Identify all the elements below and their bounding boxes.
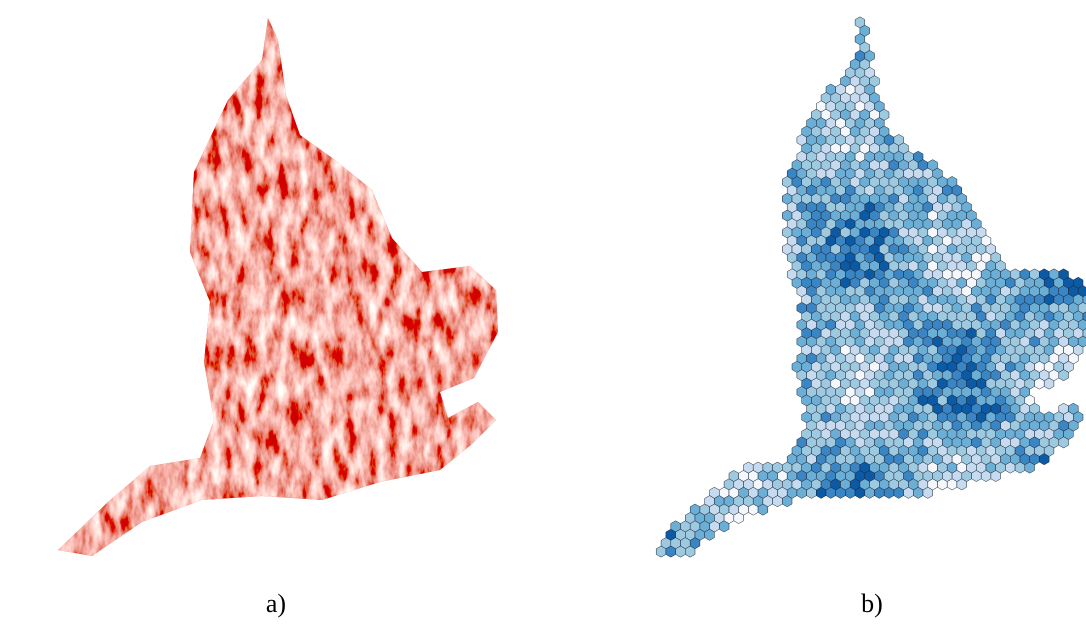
figure: a) b) [0, 0, 1086, 627]
streak-map [58, 18, 498, 556]
panel-label: a) [266, 589, 286, 618]
page: a) b) (() => { const data = JSON.parse(d… [0, 0, 1086, 627]
texture [58, 18, 498, 556]
panel-label: b) [861, 589, 883, 618]
hex-map [656, 17, 1086, 557]
hex-cell [656, 546, 666, 557]
